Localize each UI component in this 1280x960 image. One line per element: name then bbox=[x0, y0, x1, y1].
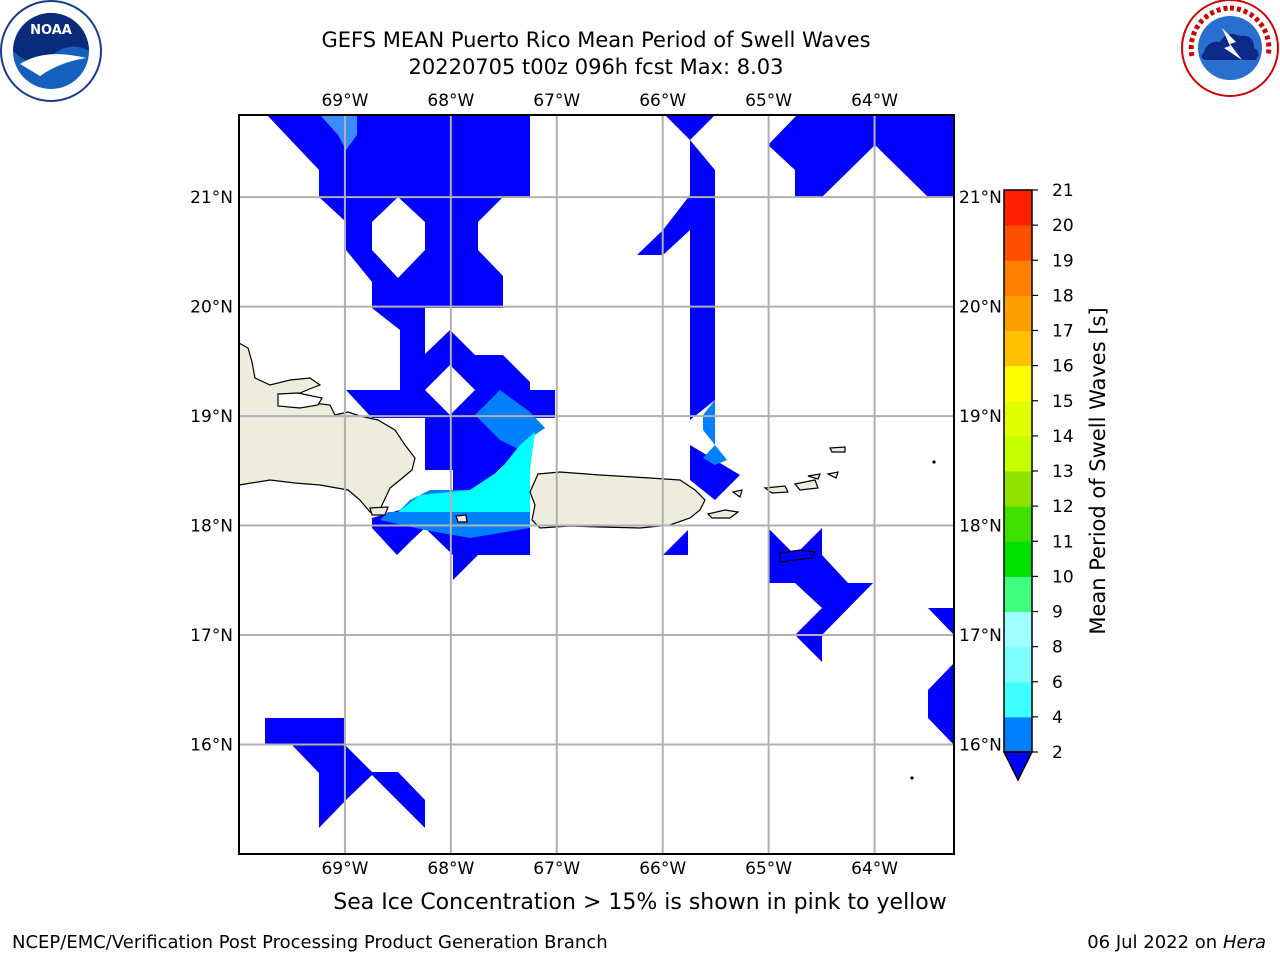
chart-subtitle: 20220705 t00z 096h fcst Max: 8.03 bbox=[408, 55, 784, 79]
lat-label-left: 16°N bbox=[190, 736, 233, 756]
colorbar-swatch bbox=[1004, 646, 1032, 683]
lon-label-top: 64°W bbox=[851, 91, 898, 111]
lat-label-right: 19°N bbox=[959, 407, 1002, 427]
colorbar-swatch bbox=[1004, 716, 1032, 753]
lat-label-left: 18°N bbox=[190, 517, 233, 537]
lon-label-top: 67°W bbox=[533, 91, 580, 111]
colorbar-tick-label: 21 bbox=[1052, 181, 1074, 201]
credit-host: Hera bbox=[1222, 932, 1266, 953]
colorbar-tick-label: 6 bbox=[1052, 673, 1063, 693]
graticule bbox=[239, 115, 954, 854]
map-panel bbox=[238, 114, 955, 855]
land-masses bbox=[238, 341, 936, 780]
credit-organization: NCEP/EMC/Verification Post Processing Pr… bbox=[12, 932, 608, 953]
lon-label-top: 69°W bbox=[321, 91, 368, 111]
lon-label-bottom: 66°W bbox=[639, 859, 686, 879]
colorbar-label: Mean Period of Swell Waves [s] bbox=[1086, 307, 1110, 634]
colorbar-tick-label: 18 bbox=[1052, 286, 1074, 306]
lon-label-top: 68°W bbox=[427, 91, 474, 111]
lat-label-right: 21°N bbox=[959, 188, 1002, 208]
colorbar-tick-label: 9 bbox=[1052, 603, 1063, 623]
colorbar-tick-label: 19 bbox=[1052, 251, 1074, 271]
lat-label-left: 17°N bbox=[190, 626, 233, 646]
colorbar-tick-label: 14 bbox=[1052, 427, 1074, 447]
lon-label-bottom: 65°W bbox=[745, 859, 792, 879]
lat-label-left: 19°N bbox=[190, 407, 233, 427]
lat-label-left: 20°N bbox=[190, 298, 233, 318]
colorbar-tick-label: 16 bbox=[1052, 357, 1074, 377]
colorbar-swatch bbox=[1004, 541, 1032, 577]
colorbar-swatch bbox=[1004, 365, 1032, 402]
noaa-logo: NOAA bbox=[0, 0, 102, 102]
lat-label-right: 18°N bbox=[959, 517, 1002, 537]
colorbar-swatch bbox=[1004, 681, 1032, 718]
colorbar-tick-label: 2 bbox=[1052, 743, 1063, 763]
colorbar-swatch bbox=[1004, 471, 1032, 507]
colorbar-swatch bbox=[1004, 400, 1032, 437]
sea-ice-note: Sea Ice Concentration > 15% is shown in … bbox=[333, 890, 947, 915]
colorbar-swatch bbox=[1004, 611, 1032, 648]
colorbar-swatch bbox=[1004, 260, 1032, 296]
lat-label-right: 17°N bbox=[959, 626, 1002, 646]
map-frame bbox=[238, 114, 955, 855]
colorbar-tick-label: 17 bbox=[1052, 322, 1074, 342]
lat-label-left: 21°N bbox=[190, 188, 233, 208]
chart-title: GEFS MEAN Puerto Rico Mean Period of Swe… bbox=[321, 28, 871, 52]
st-croix bbox=[779, 549, 816, 563]
lon-label-bottom: 64°W bbox=[851, 859, 898, 879]
colorbar-swatch bbox=[1004, 295, 1032, 331]
colorbar-tick-label: 4 bbox=[1052, 708, 1063, 728]
noaa-logo-text: NOAA bbox=[30, 23, 72, 38]
lon-label-bottom: 67°W bbox=[533, 859, 580, 879]
colorbar-tick-label: 20 bbox=[1052, 216, 1074, 236]
colorbar-swatch bbox=[1004, 330, 1032, 367]
colorbar-swatch bbox=[1004, 506, 1032, 542]
nws-logo bbox=[1181, 0, 1279, 97]
colorbar-under-arrow bbox=[1002, 751, 1034, 782]
colorbar-tick-label: 10 bbox=[1052, 567, 1074, 587]
colorbar-swatch bbox=[1004, 576, 1032, 612]
lon-label-top: 66°W bbox=[639, 91, 686, 111]
lon-label-bottom: 68°W bbox=[427, 859, 474, 879]
colorbar-tick-label: 13 bbox=[1052, 462, 1074, 482]
hispaniola bbox=[238, 341, 416, 516]
credit-date-text: 06 Jul 2022 on bbox=[1087, 932, 1223, 953]
colorbar-swatch bbox=[1004, 435, 1032, 472]
lon-label-top: 65°W bbox=[745, 91, 792, 111]
colorbar-swatch bbox=[1004, 190, 1032, 226]
colorbar: 2 4 6 8 9 10 11 12 13 14 15 16 17 18 19 20 21 Mean Period… bbox=[1002, 181, 1110, 782]
colorbar-tick-label: 8 bbox=[1052, 638, 1063, 658]
colorbar-swatch bbox=[1004, 225, 1032, 261]
colorbar-tick-label: 12 bbox=[1052, 497, 1074, 517]
lon-label-bottom: 69°W bbox=[321, 859, 368, 879]
colorbar-tick-label: 11 bbox=[1052, 532, 1074, 552]
axis-labels: 69°W 69°W 68°W 68°W 67°W 67°W 66°W 66°W 65°W 65°W… bbox=[190, 91, 1002, 879]
credit-date: 06 Jul 2022 on Hera bbox=[1087, 932, 1266, 953]
puerto-rico bbox=[529, 471, 706, 529]
lat-label-right: 20°N bbox=[959, 298, 1002, 318]
colorbar-tick-label: 15 bbox=[1052, 392, 1074, 412]
lat-label-right: 16°N bbox=[959, 736, 1002, 756]
